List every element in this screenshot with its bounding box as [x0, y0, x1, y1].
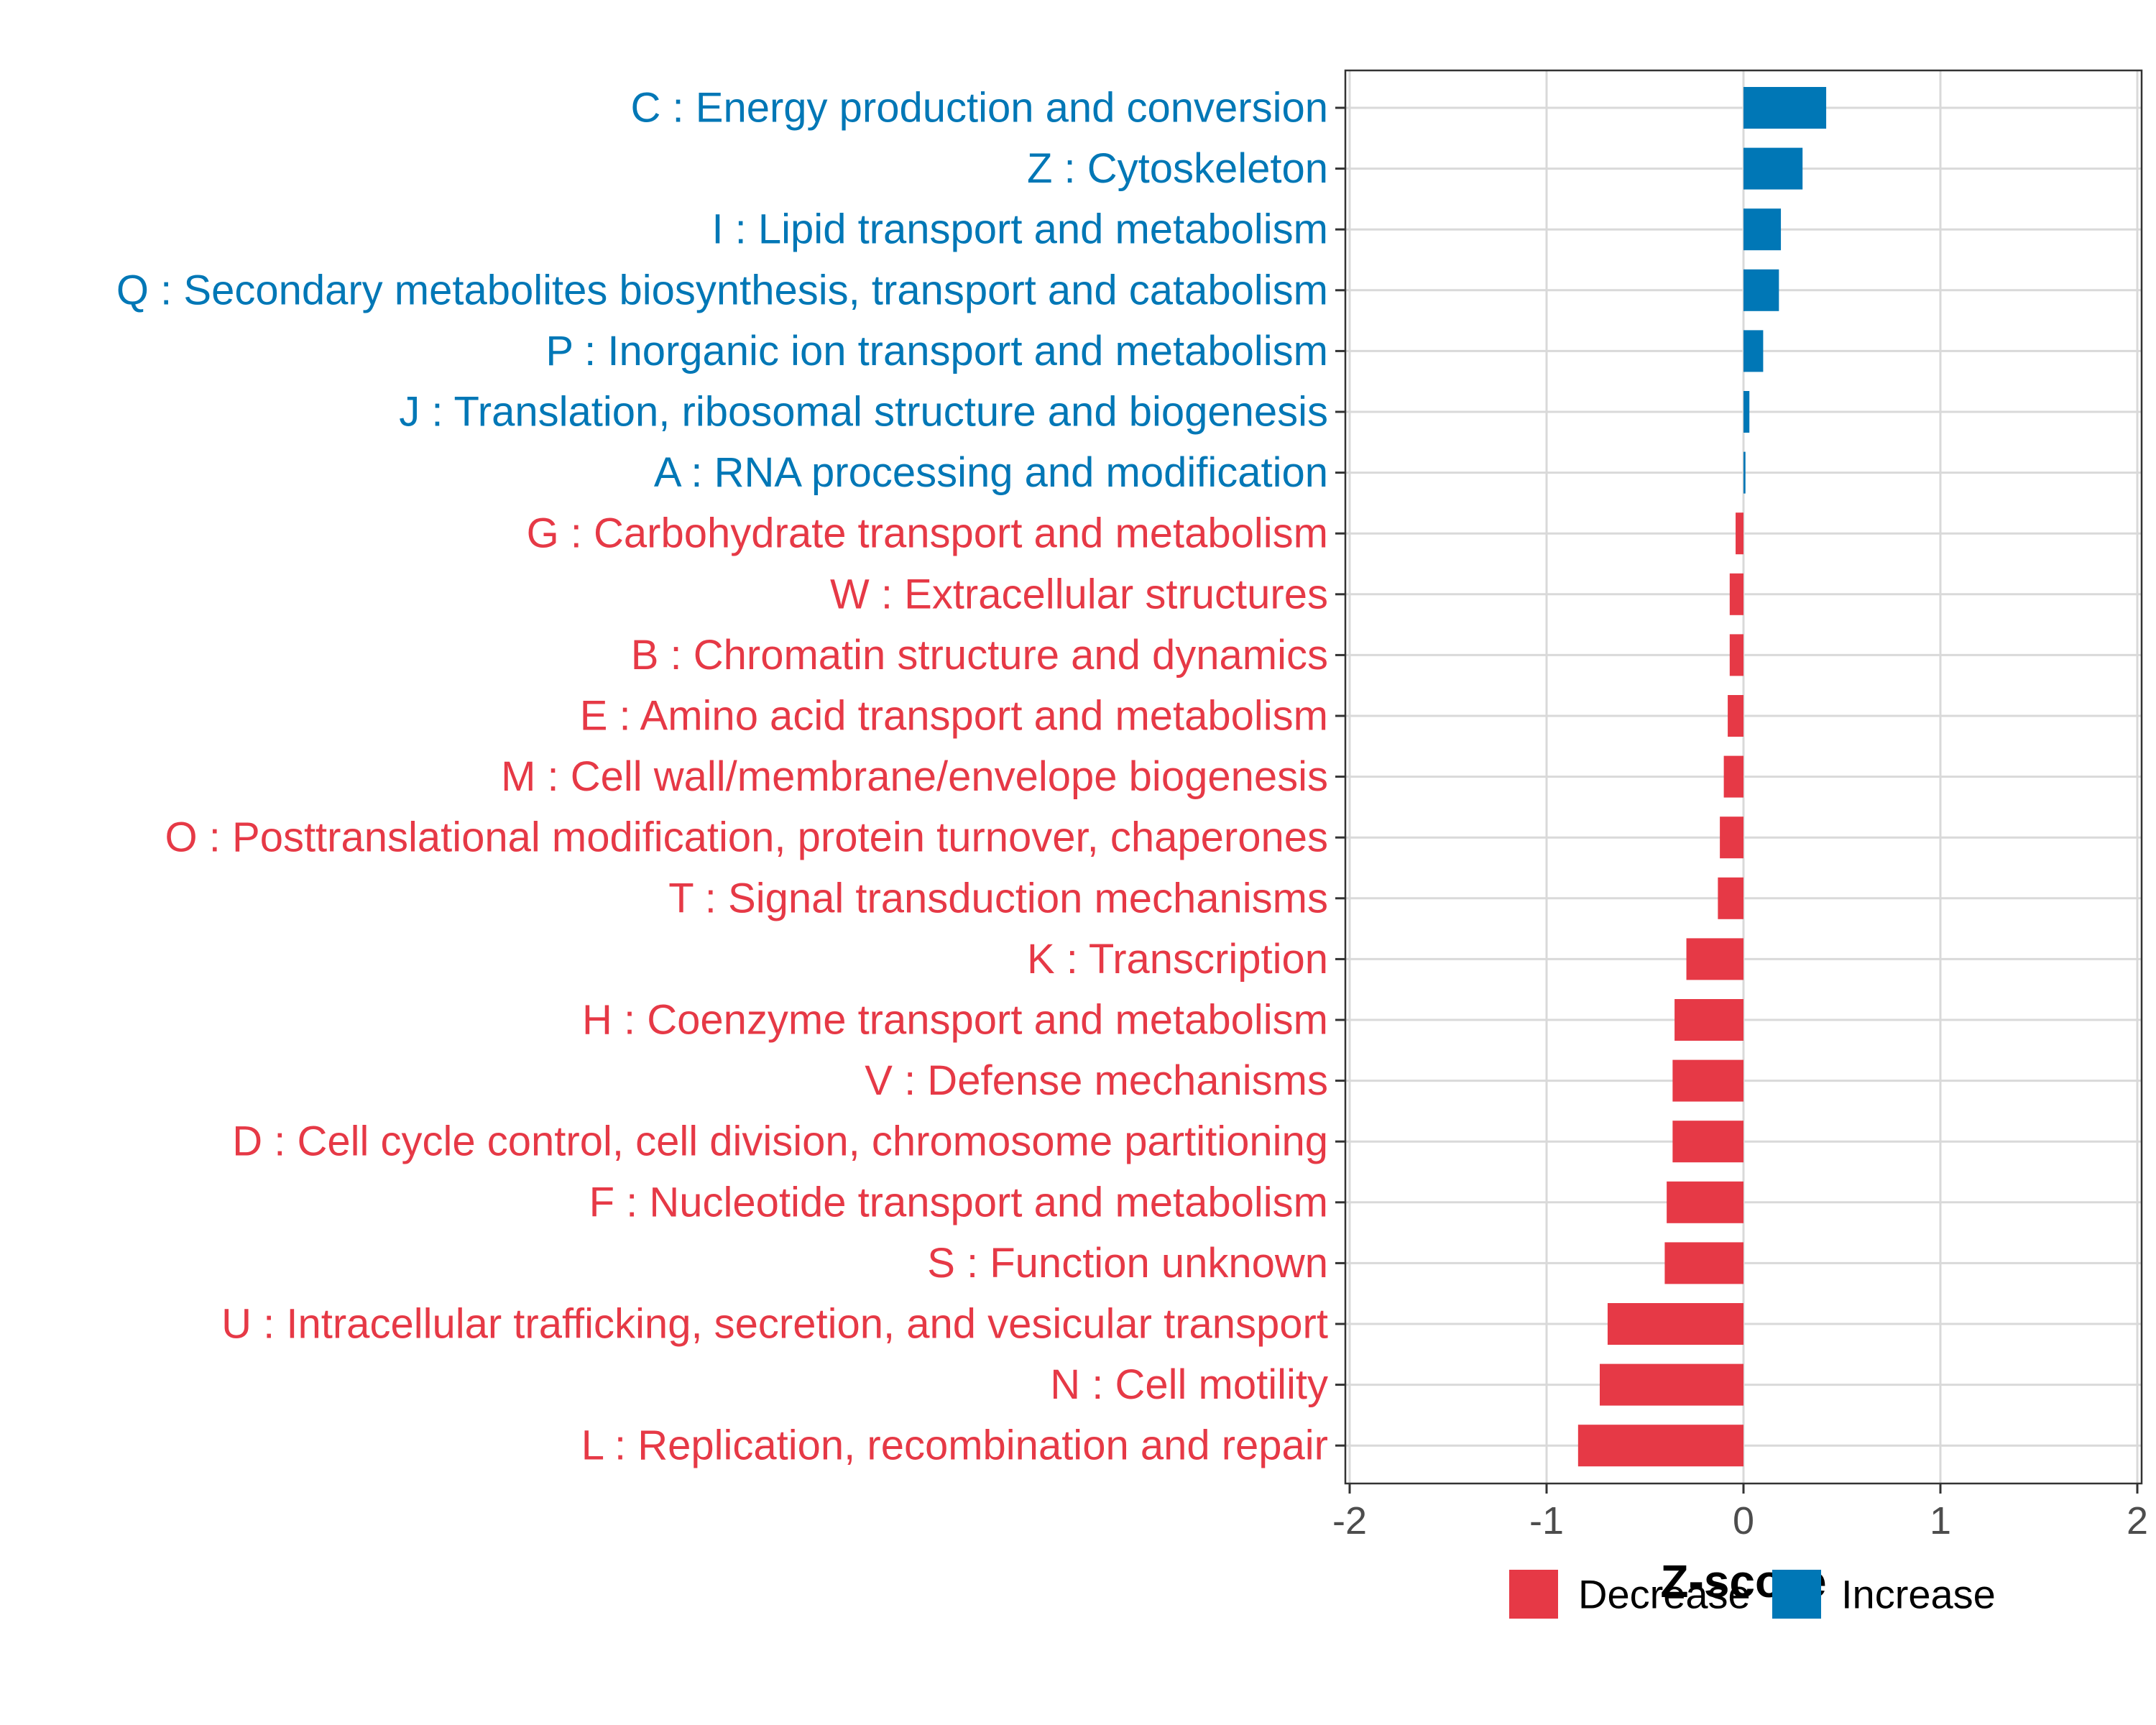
- bar: [1743, 208, 1782, 251]
- bar: [1672, 1121, 1743, 1163]
- x-ticks: -2 -1 0 1 2: [1332, 1484, 2148, 1542]
- bars: [1577, 87, 1827, 1467]
- bar: [1577, 1425, 1743, 1467]
- bar: [1686, 938, 1743, 980]
- y-tick-label: T : Signal transduction mechanisms: [668, 875, 1328, 921]
- legend-label: Decrease: [1578, 1572, 1751, 1617]
- bar: [1728, 695, 1743, 737]
- bar: [1674, 999, 1743, 1041]
- y-tick-label: N : Cell motility: [1050, 1361, 1328, 1408]
- y-tick-label: S : Function unknown: [927, 1240, 1328, 1287]
- y-tick-label: H : Coenzyme transport and metabolism: [582, 997, 1328, 1044]
- x-tick-label: -1: [1529, 1499, 1564, 1542]
- x-tick-label: 1: [1930, 1499, 1951, 1542]
- bar: [1743, 391, 1750, 433]
- y-tick-label: P : Inorganic ion transport and metaboli…: [545, 328, 1328, 374]
- y-tick-label: Z : Cytoskeleton: [1027, 145, 1328, 192]
- y-tick-label: W : Extracellular structures: [830, 571, 1328, 617]
- bar: [1743, 147, 1803, 190]
- bar: [1736, 512, 1743, 555]
- y-tick-labels: C : Energy production and conversion Z : …: [116, 85, 1328, 1469]
- bar: [1720, 816, 1743, 859]
- y-tick-label: G : Carbohydrate transport and metabolis…: [527, 510, 1328, 557]
- y-tick-label: B : Chromatin structure and dynamics: [631, 632, 1328, 678]
- y-tick-label: A : RNA processing and modification: [654, 449, 1328, 496]
- bar: [1743, 451, 1746, 494]
- bar: [1672, 1059, 1743, 1102]
- y-tick-label: D : Cell cycle control, cell division, c…: [232, 1118, 1328, 1165]
- bar: [1607, 1303, 1743, 1345]
- legend: Decrease Increase: [1509, 1570, 1996, 1619]
- bar: [1743, 269, 1779, 311]
- y-tick-label: K : Transcription: [1027, 936, 1328, 983]
- y-tick-label: C : Energy production and conversion: [631, 85, 1328, 132]
- legend-swatch: [1772, 1570, 1821, 1619]
- y-tick-label: O : Posttranslational modification, prot…: [165, 814, 1328, 861]
- y-tick-label: L : Replication, recombination and repai…: [581, 1422, 1328, 1469]
- bar: [1743, 330, 1764, 372]
- bar: [1718, 877, 1743, 919]
- legend-swatch: [1509, 1570, 1558, 1619]
- x-tick-label: -2: [1332, 1499, 1367, 1542]
- bar: [1667, 1181, 1743, 1223]
- y-tick-label: U : Intracellular trafficking, secretion…: [221, 1301, 1328, 1348]
- y-tick-label: E : Amino acid transport and metabolism: [580, 693, 1328, 740]
- bar: [1729, 634, 1743, 676]
- bar: [1743, 87, 1827, 129]
- bar: [1729, 573, 1743, 615]
- bar: [1599, 1363, 1743, 1406]
- x-tick-label: 2: [2127, 1499, 2148, 1542]
- bar: [1723, 755, 1743, 798]
- y-tick-label: J : Translation, ribosomal structure and…: [399, 389, 1328, 436]
- y-tick-label: Q : Secondary metabolites biosynthesis, …: [116, 267, 1328, 313]
- x-tick-label: 0: [1733, 1499, 1754, 1542]
- legend-label: Increase: [1841, 1572, 1996, 1617]
- y-tick-label: M : Cell wall/membrane/envelope biogenes…: [501, 753, 1328, 800]
- y-ticks: [1335, 106, 1345, 1447]
- y-tick-label: I : Lipid transport and metabolism: [711, 206, 1328, 253]
- y-tick-label: F : Nucleotide transport and metabolism: [589, 1179, 1328, 1225]
- y-tick-label: V : Defense mechanisms: [865, 1057, 1328, 1104]
- bar: [1664, 1242, 1743, 1284]
